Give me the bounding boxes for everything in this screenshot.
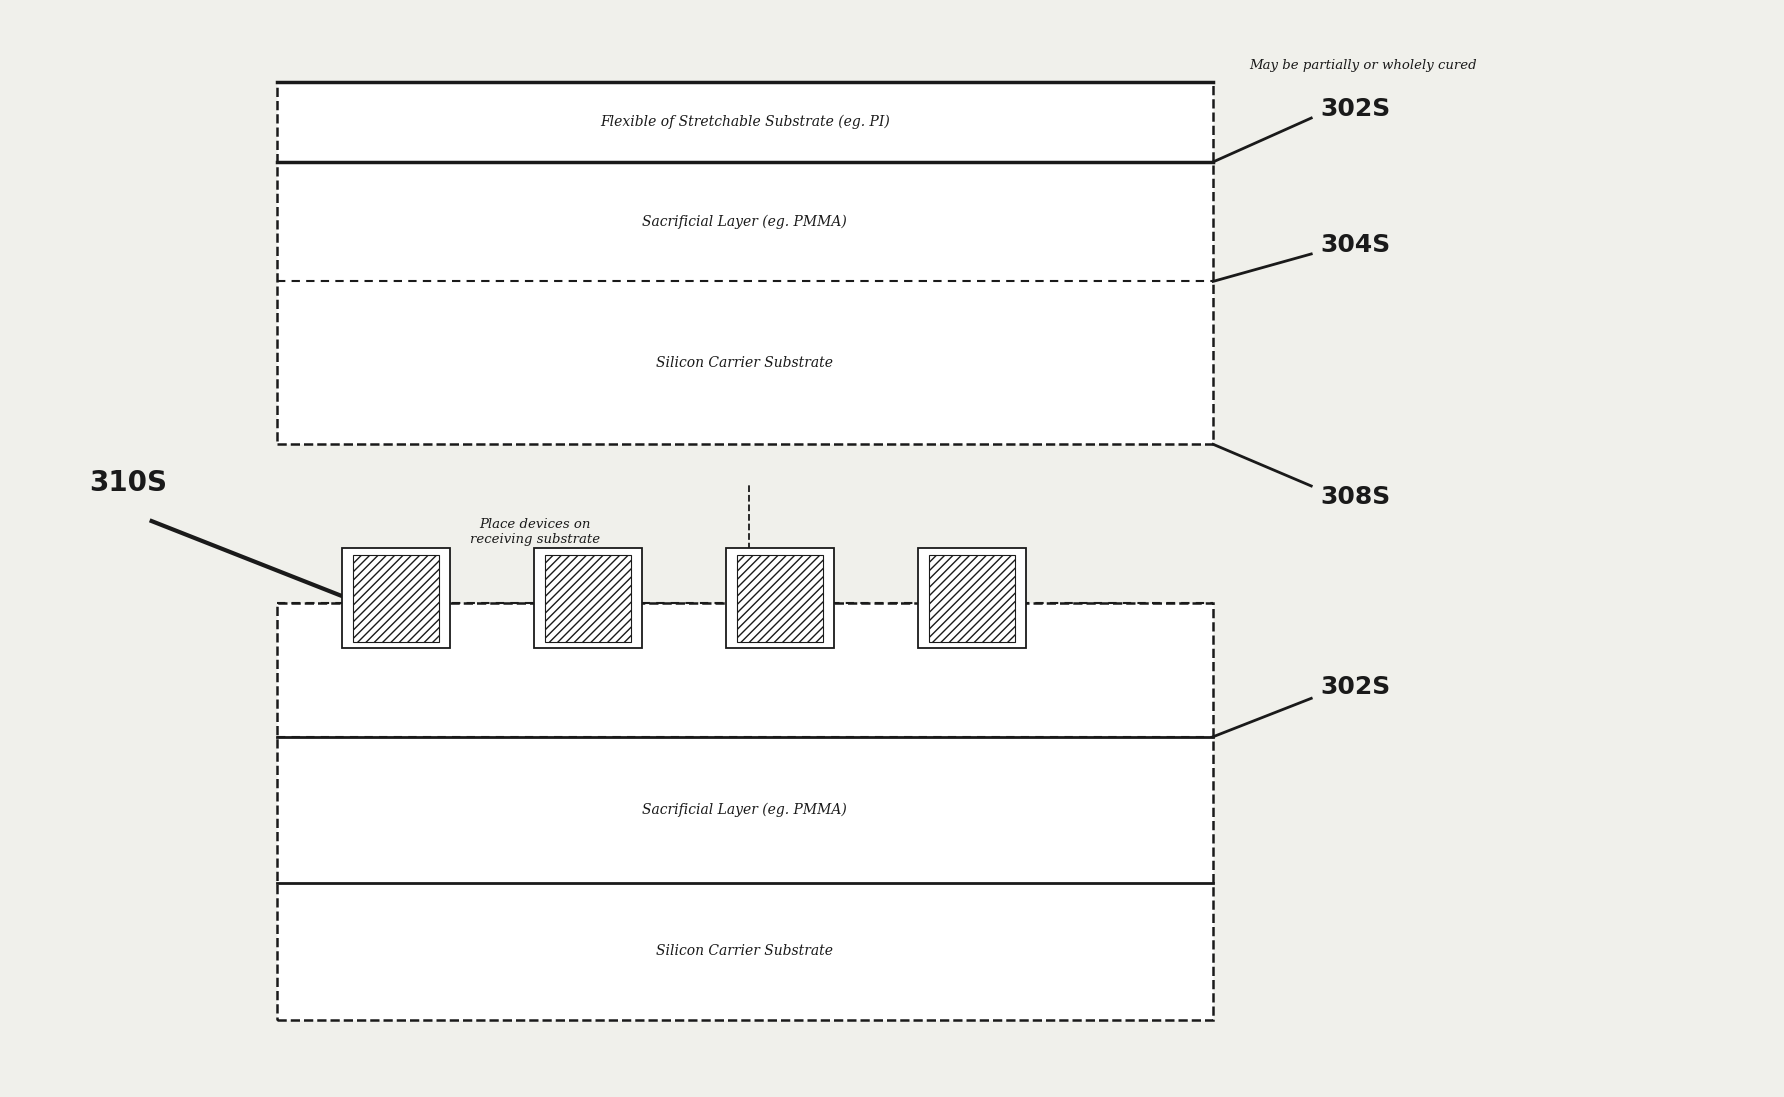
Bar bbox=[533, 548, 642, 648]
Bar bbox=[277, 82, 1213, 444]
Text: Sacrificial Layer (eg. PMMA): Sacrificial Layer (eg. PMMA) bbox=[642, 214, 847, 229]
Text: 310S: 310S bbox=[89, 468, 168, 497]
Bar bbox=[929, 555, 1015, 642]
Text: Sacrificial Layer (eg. PMMA): Sacrificial Layer (eg. PMMA) bbox=[642, 803, 847, 817]
Text: May be partially or wholely cured: May be partially or wholely cured bbox=[1249, 59, 1477, 72]
Bar bbox=[353, 555, 439, 642]
Bar bbox=[544, 555, 632, 642]
Bar bbox=[737, 555, 822, 642]
Text: Silicon Carrier Substrate: Silicon Carrier Substrate bbox=[657, 355, 833, 370]
Text: 304S: 304S bbox=[1320, 234, 1390, 257]
Text: Silicon Carrier Substrate: Silicon Carrier Substrate bbox=[657, 945, 833, 959]
Text: Flexible of Stretchable Substrate (eg. PI): Flexible of Stretchable Substrate (eg. P… bbox=[599, 115, 890, 129]
Text: Place devices on
receiving substrate: Place devices on receiving substrate bbox=[471, 518, 599, 546]
Text: 302S: 302S bbox=[1320, 676, 1390, 700]
Bar bbox=[726, 548, 833, 648]
Bar bbox=[343, 548, 450, 648]
Bar bbox=[919, 548, 1026, 648]
Bar bbox=[277, 603, 1213, 1020]
Text: 308S: 308S bbox=[1320, 485, 1390, 509]
Text: 302S: 302S bbox=[1320, 98, 1390, 122]
